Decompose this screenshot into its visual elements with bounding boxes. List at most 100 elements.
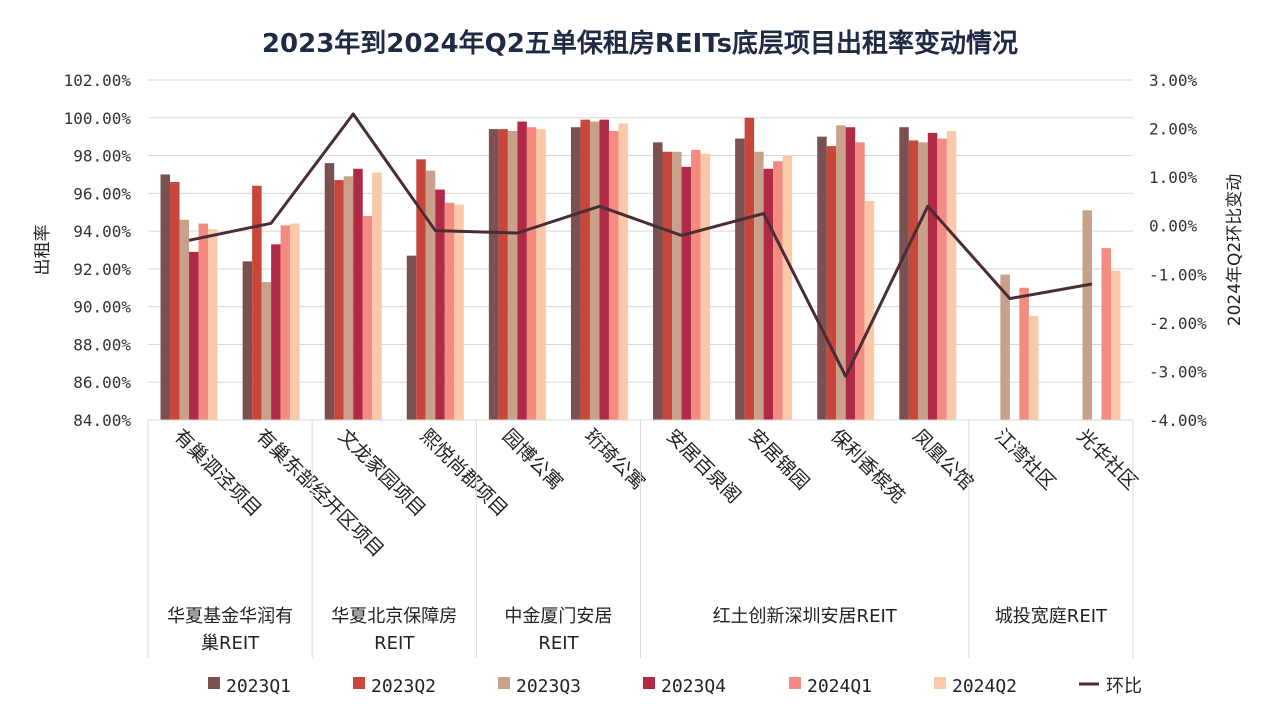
bar: [362, 216, 373, 420]
group-label: 华夏基金华润有巢REIT: [167, 606, 293, 654]
y2-tick-label: -3.00%: [1149, 362, 1207, 381]
bar: [754, 151, 764, 420]
y-axis-ticks: 84.00% 86.00% 88.00% 90.00% 92.00% 94.00% 96.0…: [64, 71, 132, 430]
bar: [353, 168, 363, 420]
bar: [160, 174, 171, 420]
group-label-line: 华夏基金华润有: [167, 606, 293, 627]
bar: [782, 155, 793, 421]
bar: [899, 127, 909, 420]
y-tick-label: 100.00%: [64, 109, 132, 128]
legend-label: 2023Q1: [226, 676, 291, 697]
bar: [425, 170, 436, 420]
group-label-line: 巢REIT: [201, 633, 260, 654]
line-series: [188, 112, 1093, 378]
legend-swatch: [353, 677, 365, 689]
bar: [208, 229, 218, 420]
bar: [261, 282, 272, 420]
bar: [179, 219, 190, 420]
bar: [416, 159, 426, 421]
legend-label: 2023Q2: [371, 676, 436, 697]
bar: [735, 138, 745, 421]
y2-tick-label: 1.00%: [1149, 168, 1198, 187]
bar: [937, 138, 947, 421]
bar: [744, 117, 755, 421]
category-label: 安居锦园: [744, 425, 813, 494]
legend-swatch: [208, 677, 220, 689]
chart-title: 2023年到2024年Q2五单保租房REITs底层项目出租率变动情况: [262, 28, 1018, 59]
y2-tick-label: -1.00%: [1149, 265, 1207, 284]
bar: [763, 168, 774, 420]
bar: [845, 127, 856, 420]
legend-swatch: [643, 677, 655, 689]
bar: [773, 161, 783, 420]
bar: [1019, 287, 1029, 420]
bar: [444, 202, 455, 420]
y2-tick-label: 3.00%: [1149, 71, 1198, 90]
bars: [160, 117, 1121, 421]
grid: [148, 79, 1133, 421]
bar: [826, 146, 837, 420]
legend-label: 2023Q3: [516, 676, 581, 697]
y-tick-label: 102.00%: [64, 71, 132, 90]
bar: [170, 182, 180, 420]
bar: [864, 200, 875, 420]
y2-tick-label: -4.00%: [1149, 411, 1207, 430]
legend-label: 环比: [1106, 676, 1142, 697]
group-label: 中金厦门安居 REIT: [504, 606, 612, 654]
group-label-line: 华夏北京保障房: [331, 606, 457, 627]
bar: [589, 121, 600, 421]
group-label-line: REIT: [374, 633, 415, 654]
bar: [918, 142, 928, 421]
category-label: 凤凰公馆: [908, 425, 977, 494]
y-tick-label: 84.00%: [73, 411, 131, 430]
y2-tick-label: 2.00%: [1149, 120, 1198, 139]
bar: [334, 180, 344, 420]
bar: [817, 136, 827, 420]
category-label: 珩琦公寓: [580, 425, 649, 494]
legend-swatch: [498, 677, 510, 689]
bar: [608, 131, 619, 420]
legend-label: 2023Q4: [661, 676, 726, 697]
bar: [662, 151, 673, 420]
bar: [691, 149, 701, 420]
bar: [681, 166, 692, 420]
y-tick-label: 86.00%: [73, 373, 131, 392]
bar: [599, 119, 609, 421]
y-tick-label: 90.00%: [73, 298, 131, 317]
legend-label: 2024Q2: [952, 676, 1017, 697]
bar: [927, 132, 938, 420]
category-label: 熙悦尚郡项目: [416, 425, 512, 521]
group-label: 华夏北京保障房 REIT: [331, 606, 457, 654]
line-series-path: [188, 112, 1093, 378]
bar: [435, 189, 445, 420]
bar: [507, 131, 518, 420]
bar: [672, 151, 682, 420]
bar: [517, 121, 527, 421]
bar: [454, 204, 464, 420]
bar: [324, 163, 335, 420]
bar: [406, 255, 417, 420]
bar: [252, 185, 262, 420]
group-label-line: 中金厦门安居: [504, 606, 612, 627]
y2-axis-ticks: -4.00% -3.00% -2.00% -1.00% 0.00% 1.00% 2.00% 3…: [1149, 71, 1207, 430]
bar: [946, 131, 957, 420]
bar: [618, 123, 628, 420]
category-label: 园博公寓: [498, 425, 567, 494]
legend-swatch: [934, 677, 946, 689]
y-axis-label: 出租率: [33, 225, 53, 276]
bar: [1101, 248, 1111, 420]
group-label-line: REIT: [538, 633, 579, 654]
bar: [580, 119, 590, 421]
group-label-line: 红土创新深圳安居REIT: [713, 606, 898, 627]
category-label: 江湾社区: [990, 425, 1059, 494]
bar: [570, 127, 581, 420]
bar: [1028, 316, 1039, 420]
bar: [372, 172, 382, 420]
bar: [498, 129, 508, 420]
bar: [653, 142, 663, 421]
bar: [855, 142, 865, 421]
bar: [908, 140, 919, 420]
group-label: 城投宽庭REIT: [995, 606, 1108, 627]
